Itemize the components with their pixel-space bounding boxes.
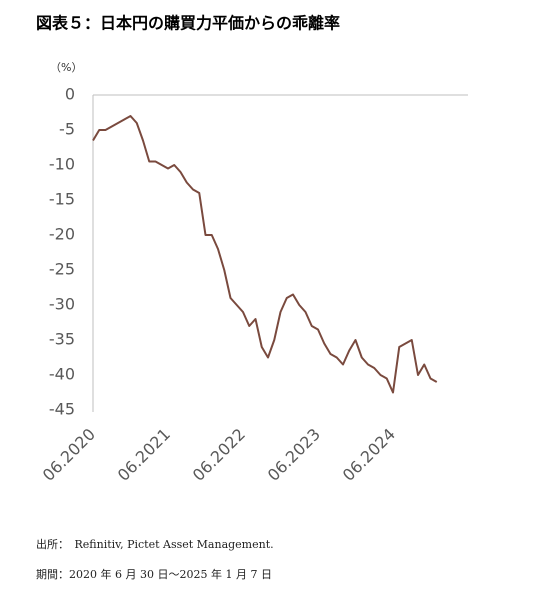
x-tick-label: 06.2023 (264, 425, 324, 485)
y-tick-label: 0 (65, 85, 75, 104)
y-tick-label: -15 (49, 190, 75, 209)
period-note: 期間：2020 年 6 月 30 日～2025 年 1 月 7 日 (36, 567, 272, 581)
y-axis-label: （%） (50, 61, 82, 74)
y-tick-label: -5 (59, 120, 75, 139)
y-tick-label: -45 (49, 400, 75, 419)
y-tick-label: -10 (49, 155, 75, 174)
x-tick-label: 06.2021 (114, 425, 174, 485)
y-tick-label: -25 (49, 260, 75, 279)
y-tick-label: -35 (49, 330, 75, 349)
x-tick-label: 06.2022 (189, 425, 249, 485)
y-tick-label: -40 (49, 365, 75, 384)
x-tick-label: 06.2024 (339, 425, 399, 485)
source-note: 出所： Refinitiv, Pictet Asset Management. (36, 537, 274, 551)
x-tick-label: 06.2020 (39, 425, 99, 485)
data-line (92, 115, 438, 394)
chart-title: 図表５：日本円の購買力平価からの乖離率 (36, 14, 340, 33)
y-tick-label: -20 (49, 225, 75, 244)
y-tick-label: -30 (49, 295, 75, 314)
